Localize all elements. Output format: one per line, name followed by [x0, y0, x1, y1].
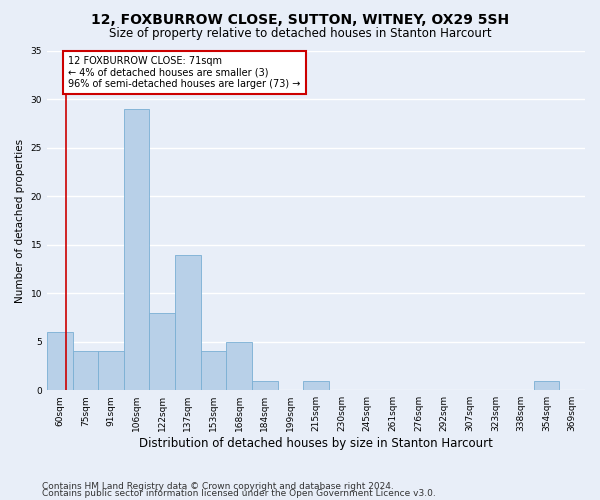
Bar [226, 342, 252, 390]
Bar [149, 312, 175, 390]
Bar [98, 352, 124, 390]
Bar [73, 352, 98, 390]
Bar [175, 254, 200, 390]
Text: Size of property relative to detached houses in Stanton Harcourt: Size of property relative to detached ho… [109, 28, 491, 40]
Bar [252, 380, 278, 390]
Bar [47, 332, 73, 390]
Bar [200, 352, 226, 390]
Bar [534, 380, 559, 390]
Text: 12 FOXBURROW CLOSE: 71sqm
← 4% of detached houses are smaller (3)
96% of semi-de: 12 FOXBURROW CLOSE: 71sqm ← 4% of detach… [68, 56, 301, 89]
Text: Contains HM Land Registry data © Crown copyright and database right 2024.: Contains HM Land Registry data © Crown c… [42, 482, 394, 491]
X-axis label: Distribution of detached houses by size in Stanton Harcourt: Distribution of detached houses by size … [139, 437, 493, 450]
Bar [303, 380, 329, 390]
Text: 12, FOXBURROW CLOSE, SUTTON, WITNEY, OX29 5SH: 12, FOXBURROW CLOSE, SUTTON, WITNEY, OX2… [91, 12, 509, 26]
Text: Contains public sector information licensed under the Open Government Licence v3: Contains public sector information licen… [42, 490, 436, 498]
Y-axis label: Number of detached properties: Number of detached properties [15, 138, 25, 302]
Bar [124, 109, 149, 390]
